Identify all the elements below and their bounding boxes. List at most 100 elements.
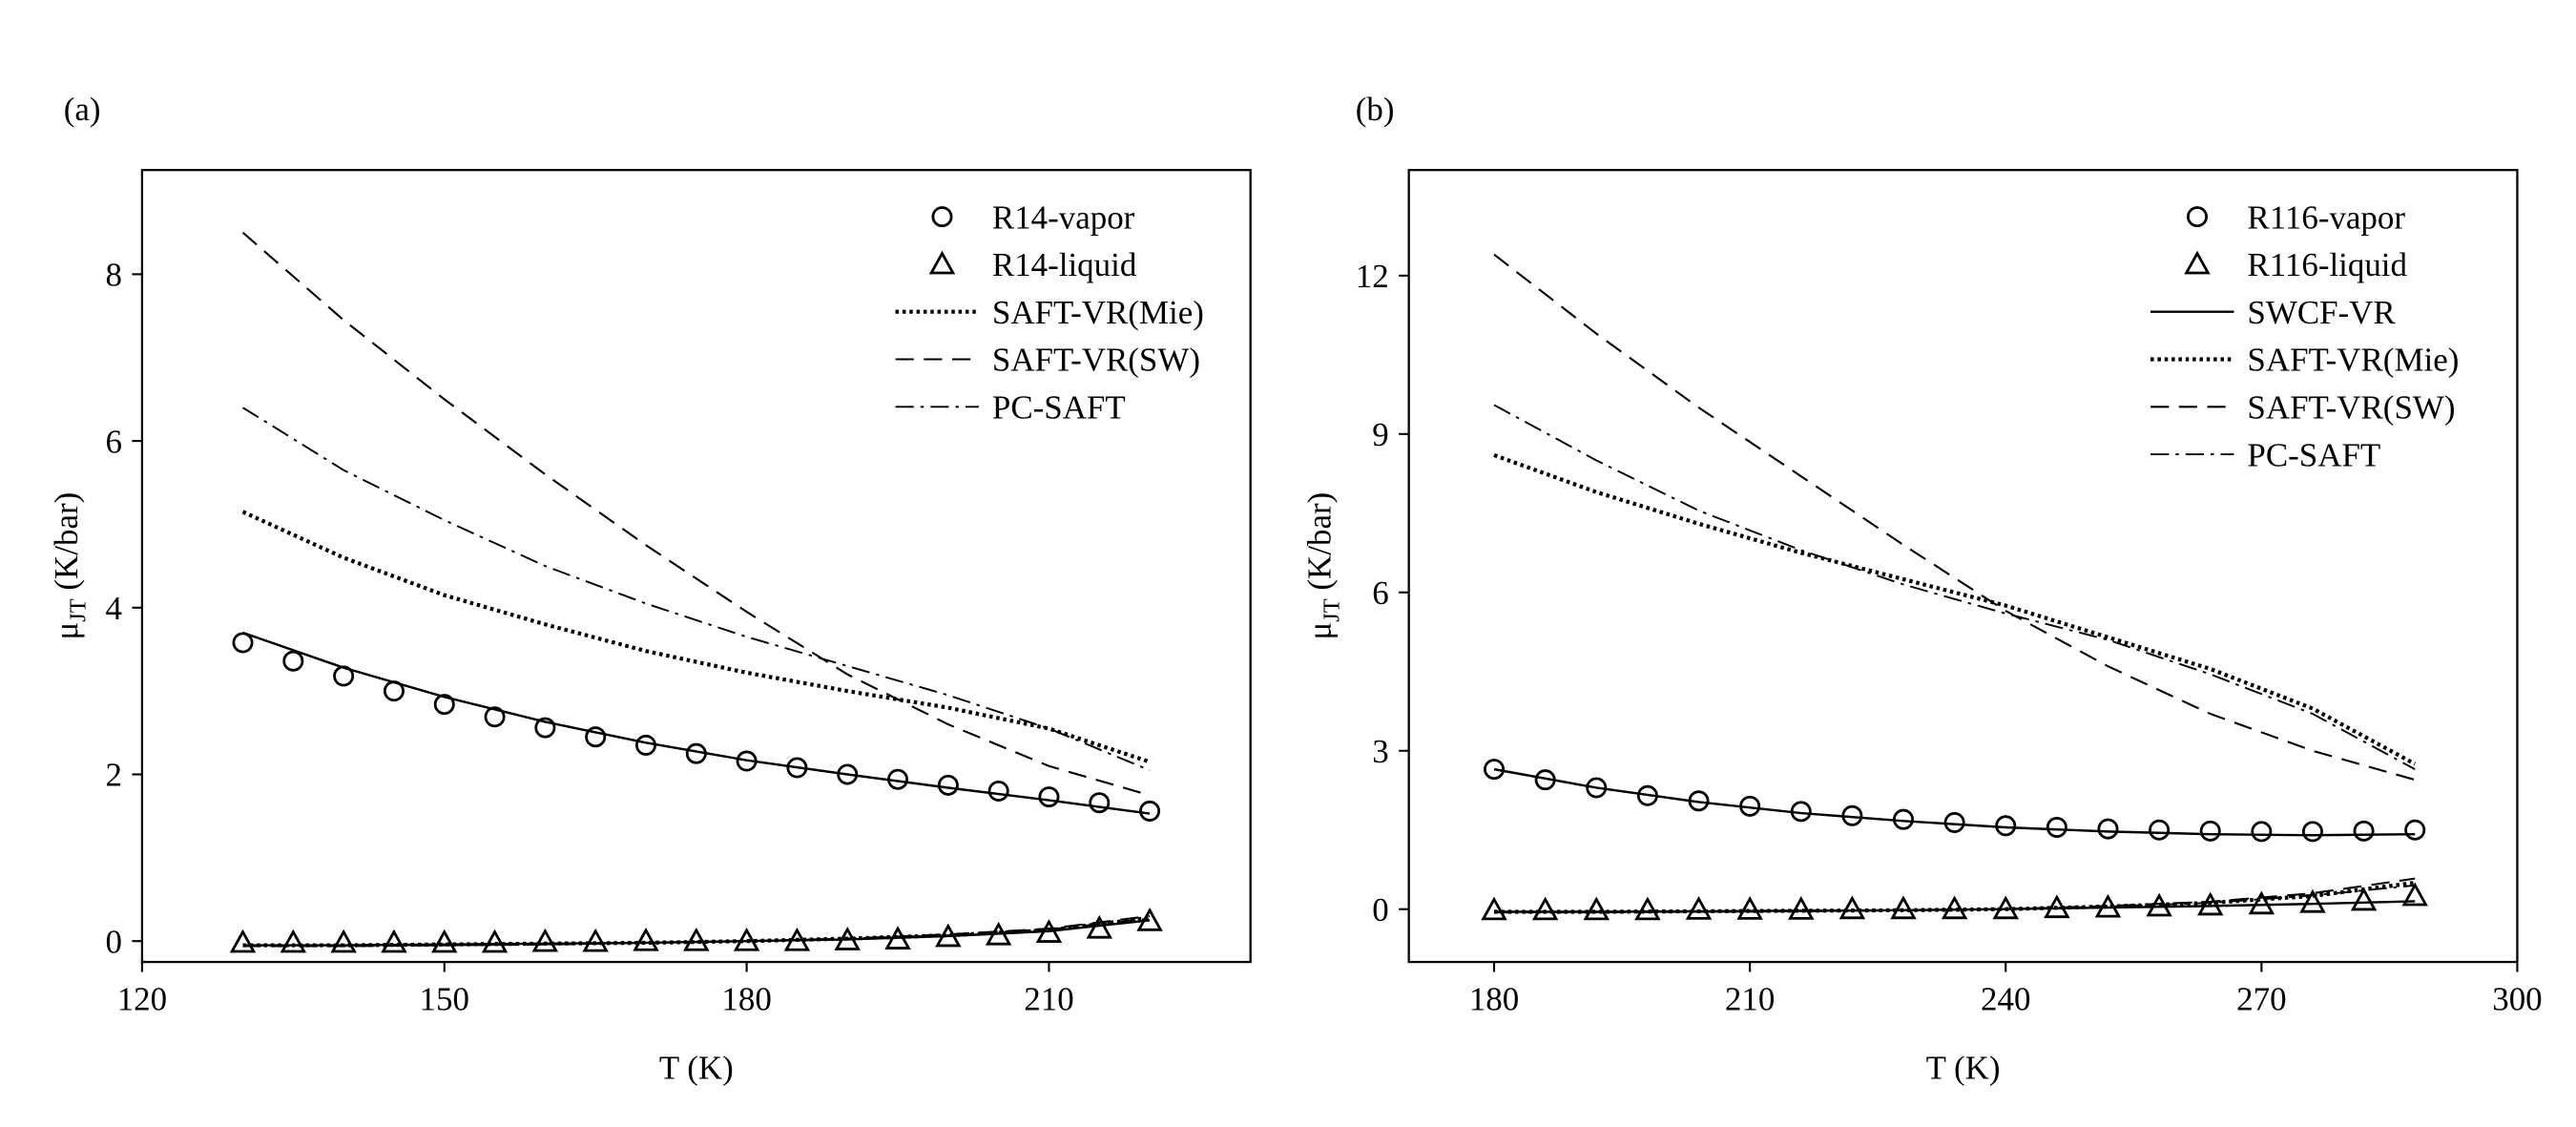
data-marker (2149, 819, 2171, 841)
x-tick-label: 120 (117, 981, 167, 1018)
legend-label: SAFT-VR(Mie) (992, 294, 1204, 331)
y-label-unit: (K/bar) (48, 492, 85, 591)
data-marker (1481, 896, 1507, 921)
x-tick-label: 270 (2236, 981, 2286, 1018)
y-tick-label: 2 (105, 757, 121, 794)
data-marker (2199, 820, 2221, 842)
y-label-symbol: μ (1301, 622, 1339, 640)
x-tick-label: 240 (1981, 981, 2030, 1018)
data-marker (1038, 786, 1060, 808)
data-marker (1890, 895, 1917, 920)
legend-label: PC-SAFT (2247, 436, 2380, 473)
data-marker (2353, 820, 2375, 842)
panel-label: (b) (1356, 91, 1395, 128)
legend-marker (928, 250, 956, 275)
data-marker (1586, 777, 1608, 799)
y-axis-label: μJT (K/bar) (48, 492, 92, 640)
y-tick-label: 6 (1372, 574, 1388, 612)
data-marker (1736, 896, 1763, 920)
data-marker (633, 927, 659, 951)
plot-frame (1407, 169, 2519, 964)
data-marker (1941, 895, 1968, 920)
y-axis-label: μJT (K/bar) (1301, 492, 1345, 640)
x-tick-label: 180 (721, 981, 771, 1018)
data-marker (1839, 895, 1866, 920)
data-marker (232, 632, 254, 654)
model-curve (242, 631, 1151, 815)
model-curve (242, 917, 1151, 947)
x-tick-label: 210 (1024, 981, 1073, 1018)
data-marker (531, 928, 559, 952)
legend-marker (2184, 250, 2211, 275)
y-tick-label: 0 (1372, 891, 1388, 929)
data-marker (2404, 819, 2426, 841)
data-marker (2248, 890, 2275, 915)
data-marker (1086, 914, 1112, 939)
legend-marker (2187, 206, 2209, 228)
legend-label: R14-liquid (992, 246, 1137, 283)
data-marker (280, 929, 307, 953)
y-tick-label: 3 (1372, 733, 1388, 770)
x-axis-label: T (K) (659, 1049, 734, 1086)
data-marker (330, 929, 357, 953)
data-marker (1788, 896, 1815, 920)
model-curve (241, 510, 1151, 764)
x-tick-label: 300 (2492, 981, 2542, 1018)
data-marker (1089, 792, 1111, 814)
y-tick-label: 0 (105, 923, 121, 960)
data-marker (1531, 896, 1559, 921)
legend-marker (931, 206, 953, 228)
x-axis-label: T (K) (1926, 1049, 2001, 1086)
model-curve (1493, 253, 2416, 782)
model-curve (241, 231, 1151, 797)
data-marker (481, 929, 509, 953)
legend-label: SAFT-VR(SW) (992, 342, 1200, 379)
legend-label: SAFT-VR(Mie) (2247, 342, 2459, 379)
panel-label: (a) (64, 91, 101, 128)
legend-label: SAFT-VR(SW) (2247, 389, 2455, 427)
data-marker (2251, 821, 2273, 843)
legend-label: SWCF-VR (2247, 294, 2396, 331)
y-label-symbol: μ (48, 622, 85, 640)
data-marker (1139, 800, 1161, 822)
x-tick-label: 150 (420, 981, 469, 1018)
data-marker (837, 763, 859, 785)
data-marker (1484, 759, 1506, 781)
data-marker (431, 929, 458, 953)
data-marker (1634, 896, 1661, 921)
plot-frame (140, 169, 1252, 964)
data-marker (1995, 815, 2017, 837)
y-label-subscript: JT (1319, 598, 1344, 622)
y-tick-label: 6 (105, 423, 121, 460)
data-marker (381, 929, 407, 953)
y-tick-label: 8 (105, 257, 121, 294)
data-marker (2097, 818, 2119, 840)
data-marker (1583, 896, 1610, 921)
y-label-unit: (K/bar) (1301, 492, 1339, 591)
x-tick-label: 210 (1725, 981, 1775, 1018)
legend-label: R116-vapor (2247, 198, 2405, 236)
data-marker (534, 717, 556, 739)
model-curve (242, 407, 1151, 772)
legend-label: R14-vapor (992, 198, 1135, 236)
model-curve (1494, 877, 2416, 914)
legend-label: PC-SAFT (992, 389, 1126, 427)
data-marker (433, 694, 455, 716)
data-marker (1685, 896, 1713, 920)
model-curve (1493, 404, 2416, 770)
data-marker (1943, 811, 1965, 833)
model-curve (1494, 884, 2416, 913)
data-marker (987, 780, 1009, 802)
data-marker (229, 929, 257, 953)
y-tick-label: 9 (1372, 416, 1388, 453)
model-curve (1493, 452, 2417, 766)
model-curve (1493, 767, 2416, 837)
data-marker (484, 706, 506, 728)
x-tick-label: 180 (1469, 981, 1519, 1018)
data-marker (2299, 888, 2326, 913)
data-marker (937, 774, 959, 796)
data-marker (634, 734, 656, 756)
data-marker (683, 927, 710, 951)
